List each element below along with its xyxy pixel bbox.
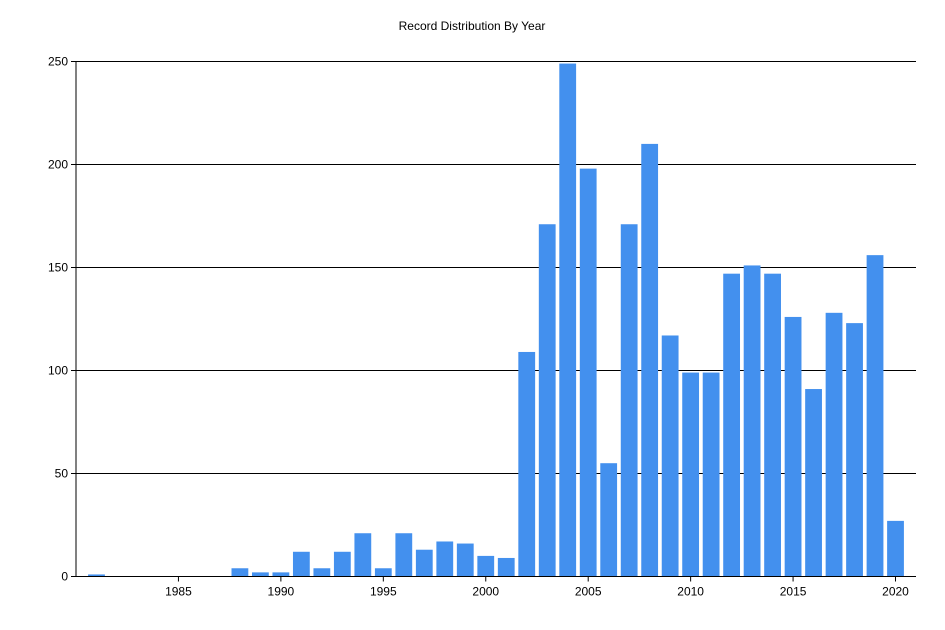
axes: [75, 61, 916, 577]
bar-2018: [846, 323, 863, 577]
bar-1988: [231, 568, 249, 577]
bar-2015: [784, 316, 802, 577]
bar-1981: [88, 574, 105, 577]
bars: [88, 63, 904, 577]
y-tick-label: 250: [48, 55, 68, 69]
x-tick-label: 2015: [780, 585, 807, 599]
bar-1999: [456, 543, 474, 577]
bar-1989: [251, 572, 269, 577]
bar-1996: [395, 533, 413, 577]
bar-1997: [415, 549, 433, 577]
bar-2008: [641, 143, 659, 577]
bar-2013: [743, 265, 761, 577]
y-tick-label: 0: [61, 570, 68, 584]
x-tick-label: 2005: [575, 585, 602, 599]
x-tick-label: 2010: [677, 585, 704, 599]
bar-2002: [518, 351, 536, 577]
y-tick-label: 100: [48, 364, 68, 378]
bar-2016: [805, 389, 822, 577]
bar-1991: [292, 551, 310, 577]
bar-1990: [272, 572, 290, 577]
bar-2017: [825, 312, 843, 577]
bar-2012: [723, 273, 741, 577]
bar-2005: [579, 168, 597, 577]
y-tick-label: 150: [48, 261, 68, 275]
bar-2004: [559, 63, 577, 577]
bar-2007: [620, 224, 638, 577]
bar-1998: [436, 541, 454, 577]
y-tick-label: 50: [55, 467, 69, 481]
bar-2020: [887, 520, 904, 577]
bar-2003: [538, 224, 556, 577]
y-axis-ticks: 0 50 100 150 200 250: [48, 55, 76, 584]
x-axis-ticks: 1985 1990 1995 2000 2005 2010 2015 2020: [165, 576, 909, 599]
x-tick-label: 2020: [882, 585, 909, 599]
bar-2010: [682, 372, 700, 577]
x-tick-label: 1985: [165, 585, 192, 599]
bar-1995: [374, 568, 392, 577]
x-tick-label: 1990: [268, 585, 295, 599]
bar-1992: [313, 568, 331, 577]
bar-2011: [702, 372, 720, 577]
bar-2001: [497, 557, 515, 577]
bar-2019: [866, 255, 884, 577]
bar-2014: [764, 273, 781, 577]
bar-1993: [333, 551, 351, 577]
bar-1994: [354, 533, 372, 577]
bar-2009: [661, 335, 679, 577]
x-tick-label: 2000: [472, 585, 499, 599]
chart-title: Record Distribution By Year: [399, 19, 546, 33]
bar-2000: [477, 555, 495, 577]
x-tick-label: 1995: [370, 585, 397, 599]
bar-2006: [600, 463, 618, 577]
y-tick-label: 200: [48, 158, 68, 172]
